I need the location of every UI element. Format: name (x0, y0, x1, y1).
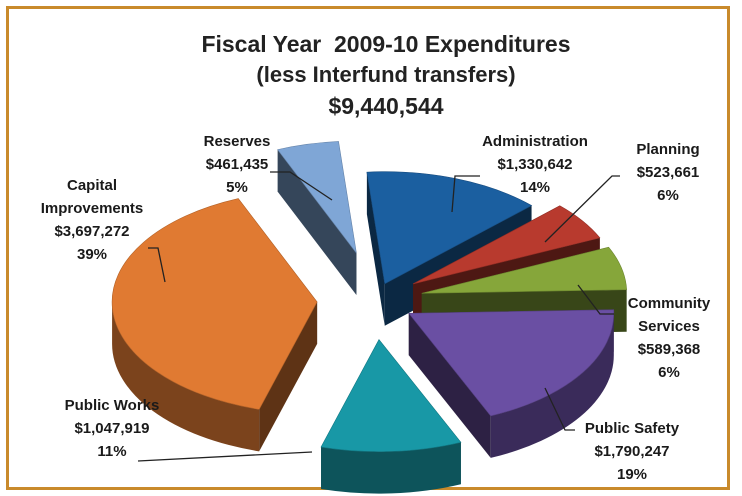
slice-label-name: Improvements (41, 200, 144, 217)
slice-top-face (412, 205, 601, 285)
leader-line (577, 284, 614, 315)
slice-top-face (277, 141, 357, 254)
pie-slice-reserves (277, 141, 357, 296)
slice-top-face (320, 339, 462, 452)
slice-label-percent: 19% (617, 466, 647, 483)
leader-line (148, 247, 166, 283)
slice-label-percent: 39% (77, 246, 107, 263)
slice-outer-wall (490, 313, 614, 458)
chart-title: Fiscal Year 2009-10 Expenditures (201, 31, 570, 57)
slice-label-value: $523,661 (637, 164, 700, 181)
slice-side-wall (408, 313, 491, 458)
leader-lines (137, 171, 620, 462)
leader-line (544, 175, 620, 243)
slice-label-name: Administration (482, 133, 588, 150)
slice-outer-wall (112, 301, 260, 452)
slice-side-wall (277, 149, 357, 296)
leader-line (451, 175, 480, 213)
slice-label-name: Capital (67, 177, 117, 194)
leader-line (544, 387, 575, 431)
slice-label-name: Planning (636, 141, 699, 158)
slice-label-name: Public Safety (585, 420, 680, 437)
slice-label-value: $1,047,919 (74, 420, 149, 437)
slice-label-value: $3,697,272 (54, 223, 129, 240)
slice-label-name: Services (638, 318, 700, 335)
slice-top-face (111, 198, 318, 410)
chart-total: $9,440,544 (328, 93, 443, 119)
pie-slice-public-works (320, 339, 462, 494)
slice-label-percent: 5% (226, 179, 248, 196)
slice-label-name: Community (628, 295, 711, 312)
slice-label-value: $461,435 (206, 156, 269, 173)
slice-label-value: $589,368 (638, 341, 701, 358)
slice-side-wall (259, 301, 318, 452)
chart-subtitle: (less Interfund transfers) (256, 62, 515, 87)
slice-label-percent: 6% (657, 187, 679, 204)
slice-label-name: Public Works (65, 397, 160, 414)
slice-label-value: $1,790,247 (594, 443, 669, 460)
slice-labels: Administration $1,330,642 14% Planning $523,… (41, 133, 711, 483)
slice-label-percent: 6% (658, 364, 680, 381)
slice-top-face (366, 171, 533, 285)
slice-label-percent: 11% (97, 443, 126, 460)
pie-slice-capital-improvements (111, 198, 318, 452)
slice-label-value: $1,330,642 (497, 156, 572, 173)
leader-line (137, 451, 313, 462)
slice-outer-wall (321, 442, 461, 494)
leader-line (270, 171, 333, 201)
pie-slices (111, 141, 627, 494)
slice-label-percent: 14% (520, 179, 550, 196)
slice-label-name: Reserves (204, 133, 271, 150)
slice-top-face (408, 309, 615, 417)
slice-top-face (421, 246, 627, 294)
pie-slice-public-safety (408, 309, 615, 458)
slice-side-wall (366, 172, 385, 326)
